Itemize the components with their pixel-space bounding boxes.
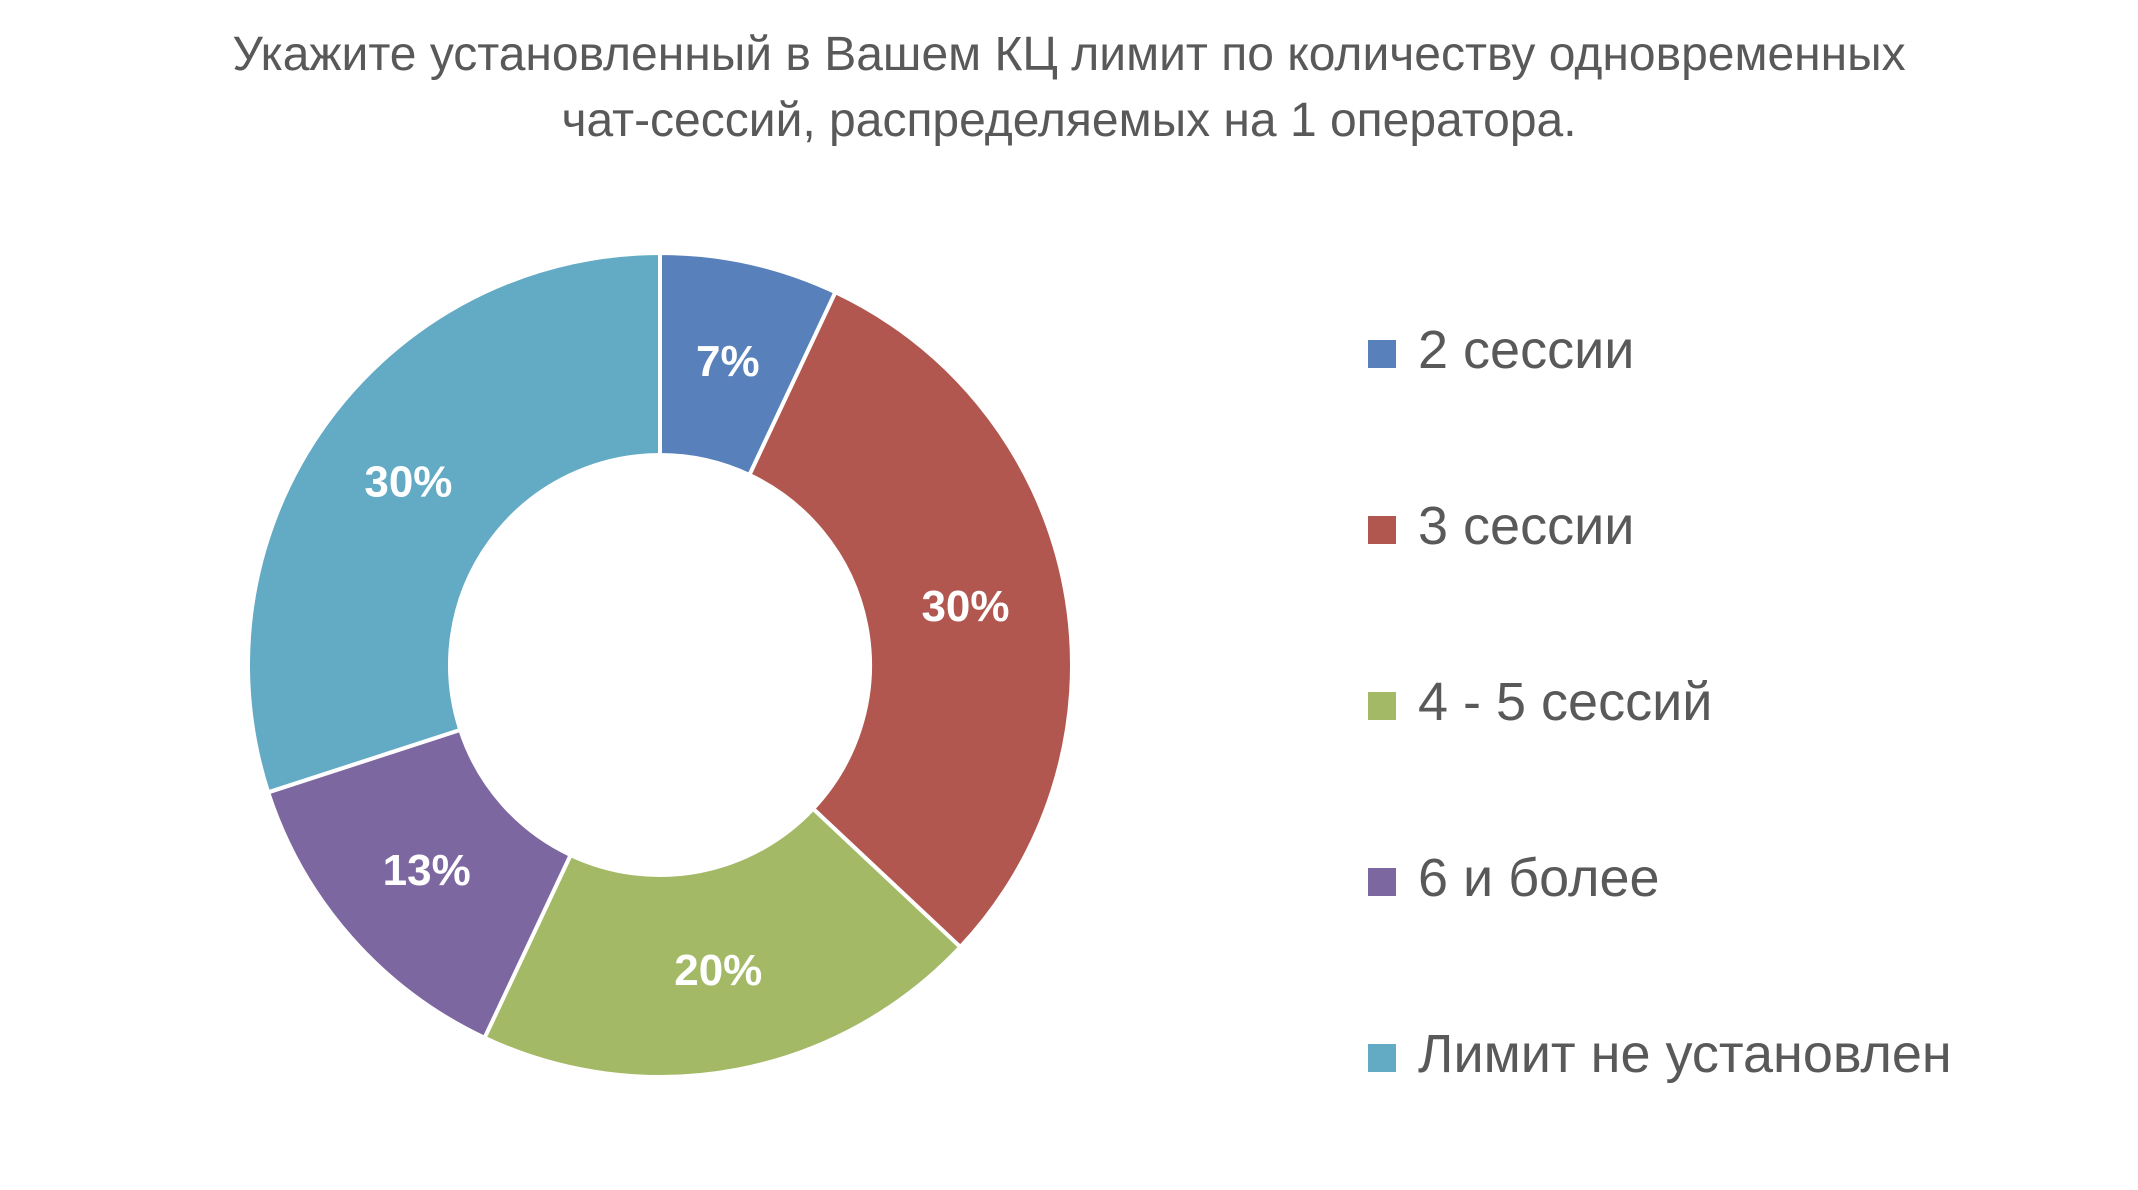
legend-item-6-plus: 6 и более: [1368, 838, 1952, 1014]
chart-title-line-1: Укажите установленный в Вашем КЦ лимит п…: [232, 28, 1906, 81]
legend-item-3-sessions: 3 сессии: [1368, 486, 1952, 662]
legend-label-4-5-sessions: 4 - 5 сессий: [1418, 672, 1713, 732]
donut-slice-4-5-sessions: [481, 805, 964, 1079]
legend-swatch-no-limit: [1368, 1044, 1396, 1072]
slice-label-3-sessions: 30%: [921, 582, 1009, 631]
chart-title-line-2: чат-сессий, распределяемых на 1 оператор…: [561, 94, 1577, 147]
legend-item-2-sessions: 2 сессии: [1368, 310, 1952, 486]
slice-label-6-plus: 13%: [383, 846, 471, 895]
donut-slice-6-plus: [265, 727, 574, 1041]
slice-label-2-sessions: 7%: [696, 337, 760, 386]
slice-label-4-5-sessions: 20%: [674, 946, 762, 995]
legend-swatch-4-5-sessions: [1368, 692, 1396, 720]
legend-label-3-sessions: 3 сессии: [1418, 496, 1635, 556]
donut-slice-no-limit: [246, 250, 662, 795]
legend-label-no-limit: Лимит не установлен: [1418, 1024, 1952, 1084]
slice-label-no-limit: 30%: [364, 458, 452, 507]
legend-label-6-plus: 6 и более: [1418, 848, 1660, 908]
chart-title: Укажите установленный в Вашем КЦ лимит п…: [0, 22, 2138, 154]
donut-slices: [246, 250, 1074, 1079]
legend-swatch-2-sessions: [1368, 340, 1396, 368]
chart-legend: 2 сессии 3 сессии 4 - 5 сессий 6 и более…: [1368, 310, 1952, 1190]
legend-label-2-sessions: 2 сессии: [1418, 320, 1635, 380]
donut-labels: 7% 30% 20% 13% 30%: [364, 337, 1009, 995]
legend-swatch-3-sessions: [1368, 516, 1396, 544]
donut-slice-3-sessions: [746, 289, 1074, 950]
legend-swatch-6-plus: [1368, 868, 1396, 896]
legend-item-no-limit: Лимит не установлен: [1368, 1014, 1952, 1190]
legend-item-4-5-sessions: 4 - 5 сессий: [1368, 662, 1952, 838]
donut-chart: 7% 30% 20% 13% 30%: [246, 250, 1074, 1079]
